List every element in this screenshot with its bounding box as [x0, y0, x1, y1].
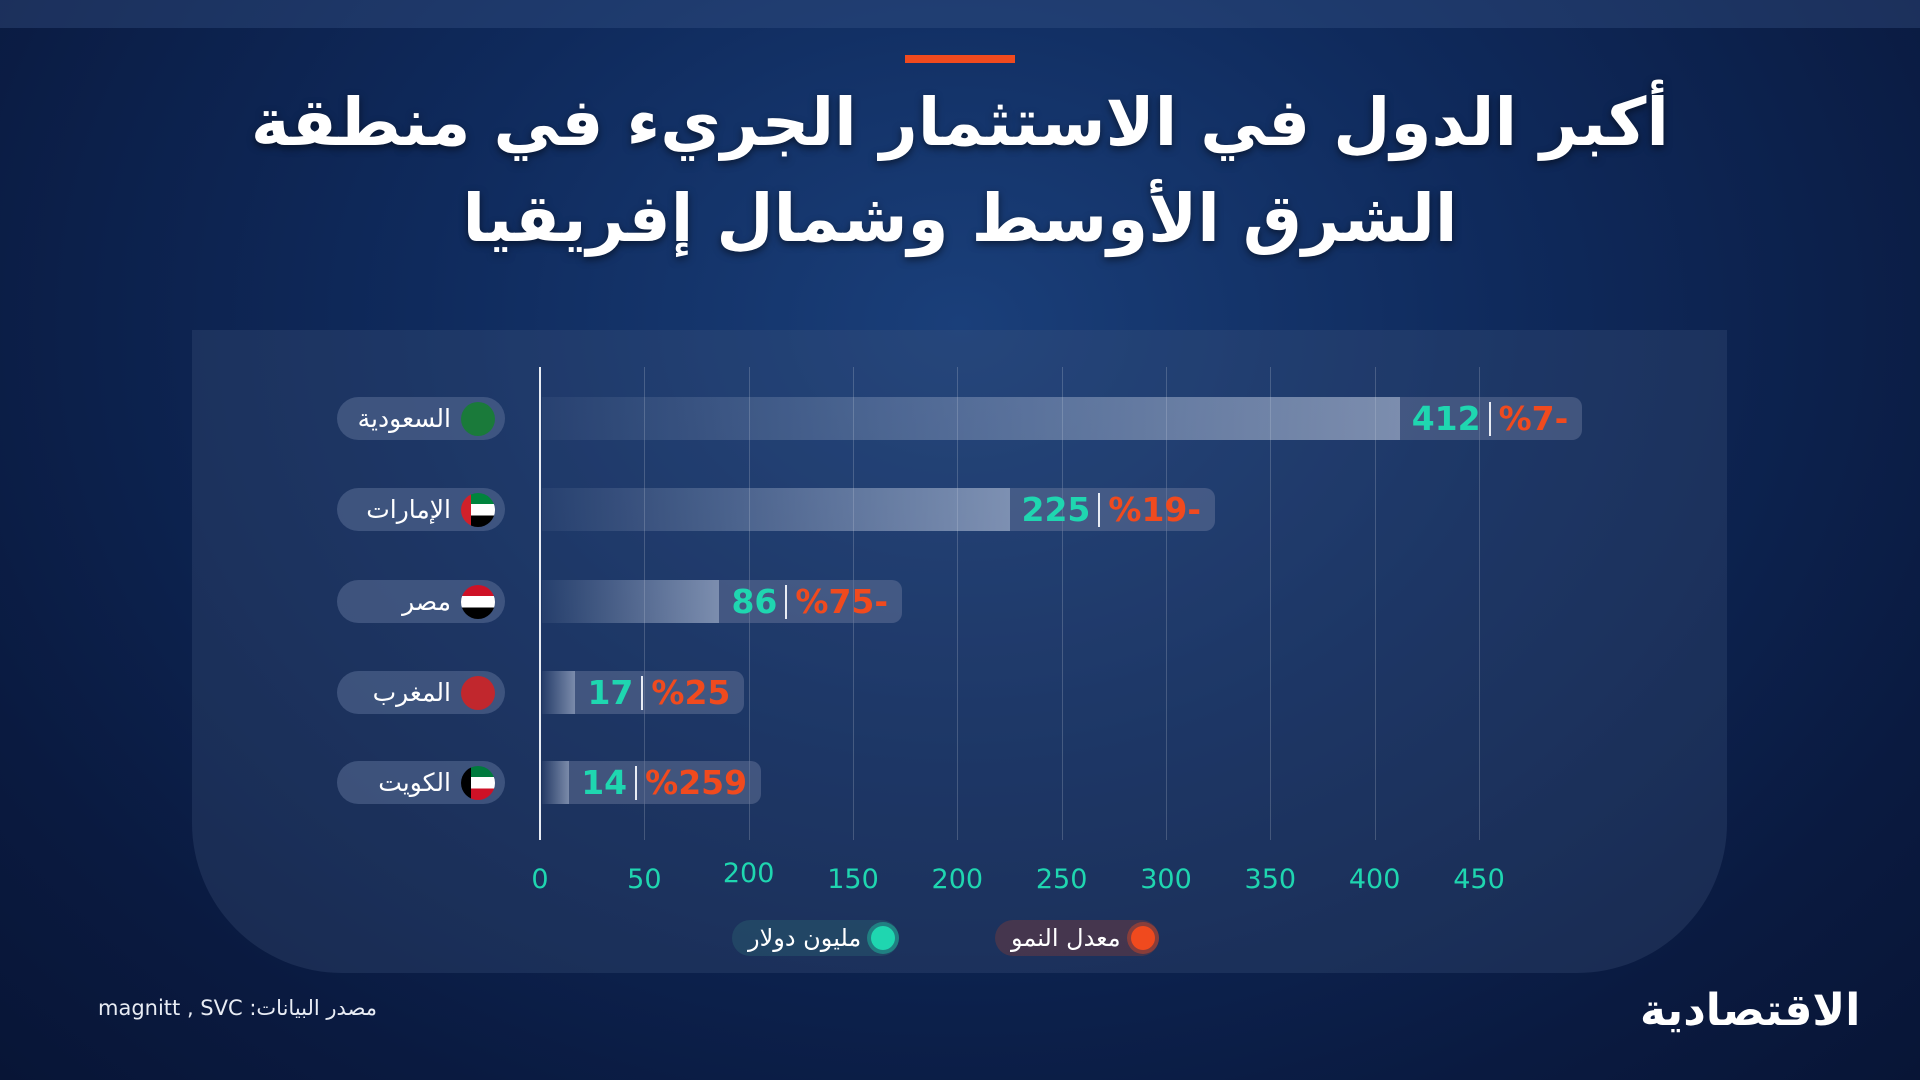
gridline — [1374, 367, 1376, 840]
growth-label: %75- — [795, 582, 889, 621]
data-source: مصدر البيانات: magnitt , SVC — [98, 996, 378, 1020]
gridline — [957, 367, 959, 840]
x-tick-label: 400 — [1348, 864, 1401, 895]
gridline — [748, 367, 750, 840]
separator — [1098, 492, 1101, 527]
bar-value-label: 412 %7- — [1399, 397, 1583, 440]
gridline — [1270, 367, 1272, 840]
country-label: الإمارات — [337, 488, 505, 531]
chart-title-line1: أكبر الدول في الاستثمار الجريء في منطقة — [250, 84, 1670, 161]
country-label: السعودية — [337, 397, 505, 440]
country-name: المغرب — [372, 678, 451, 707]
growth-label: %25 — [651, 673, 731, 712]
bar-value-label: 86 %75- — [719, 580, 903, 623]
x-tick-label: 50 — [627, 864, 662, 895]
saudi-flag-icon — [461, 401, 495, 436]
gridline — [1166, 367, 1167, 840]
morocco-flag-icon — [461, 675, 495, 710]
separator — [635, 765, 638, 800]
separator — [1488, 401, 1491, 436]
legend-label-value: مليون دولار — [748, 924, 862, 952]
x-tick-label: 200 — [722, 858, 775, 889]
bar — [542, 580, 720, 623]
country-label: المغرب — [337, 671, 505, 714]
value-label: 14 — [581, 763, 628, 802]
brand-logo: الاقتصادية — [1640, 985, 1861, 1036]
bar-value-label: 17 %25 — [575, 671, 745, 714]
x-tick-label: 0 — [531, 864, 549, 895]
bar — [542, 397, 1400, 440]
x-tick-label: 150 — [827, 864, 879, 895]
x-tick-label: 350 — [1244, 864, 1297, 895]
top-band — [0, 0, 1920, 28]
kuwait-flag-icon — [461, 765, 495, 800]
gridline — [853, 367, 854, 840]
bar — [542, 488, 1010, 531]
country-name: مصر — [402, 587, 451, 616]
uae-flag-icon — [461, 492, 495, 527]
country-name: الإمارات — [366, 495, 451, 524]
country-label: الكويت — [337, 761, 505, 804]
bar — [542, 671, 576, 714]
growth-label: %19- — [1108, 490, 1202, 529]
bar-value-label: 225 %19- — [1009, 488, 1216, 531]
egypt-flag-icon — [461, 584, 495, 619]
value-label: 86 — [731, 582, 778, 621]
gridline — [1061, 367, 1063, 840]
legend-item-value: مليون دولار — [732, 920, 900, 956]
x-tick-label: 300 — [1140, 864, 1192, 895]
y-axis-line — [539, 367, 541, 840]
value-label: 412 — [1411, 399, 1481, 438]
growth-dot-icon — [1130, 926, 1155, 950]
value-label: 225 — [1021, 490, 1091, 529]
chart-title-line2: الشرق الأوسط وشمال إفريقيا — [462, 180, 1458, 257]
value-label: 17 — [587, 673, 634, 712]
legend-item-growth: معدل النمو — [995, 920, 1159, 956]
bar — [542, 761, 570, 804]
separator — [785, 584, 788, 619]
growth-label: %7- — [1498, 399, 1569, 438]
country-label: مصر — [337, 580, 505, 623]
bar-value-label: 14 %259 — [569, 761, 762, 804]
growth-label: %259 — [645, 763, 748, 802]
separator — [641, 675, 644, 710]
gridline — [1479, 367, 1480, 840]
x-tick-label: 450 — [1453, 864, 1505, 895]
legend-label-growth: معدل النمو — [1011, 924, 1121, 952]
x-tick-label: 200 — [931, 864, 984, 895]
x-tick-label: 250 — [1035, 864, 1088, 895]
value-dot-icon — [871, 926, 896, 950]
country-name: السعودية — [357, 404, 451, 433]
country-name: الكويت — [378, 768, 451, 797]
title-accent-bar — [905, 55, 1015, 63]
